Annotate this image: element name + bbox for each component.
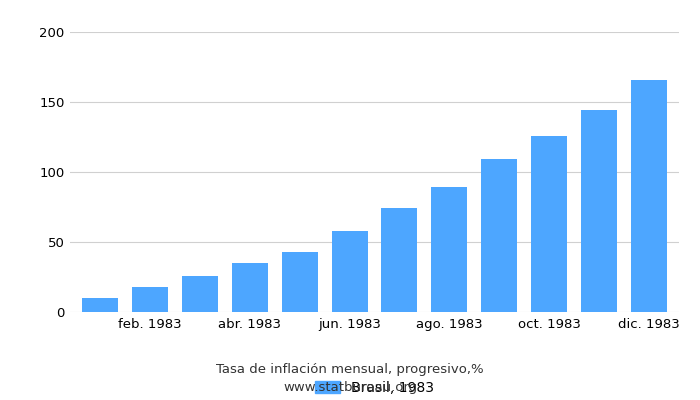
Bar <box>531 136 567 312</box>
Bar <box>482 159 517 312</box>
Bar <box>631 80 667 312</box>
Bar <box>182 276 218 312</box>
Bar <box>332 231 368 312</box>
Bar <box>232 263 267 312</box>
Text: www.statbureau.org: www.statbureau.org <box>283 382 417 394</box>
Text: Tasa de inflación mensual, progresivo,%: Tasa de inflación mensual, progresivo,% <box>216 364 484 376</box>
Bar <box>132 287 168 312</box>
Bar <box>281 252 318 312</box>
Bar <box>382 208 417 312</box>
Bar <box>82 298 118 312</box>
Bar <box>431 187 468 312</box>
Bar <box>581 110 617 312</box>
Legend: Brasil, 1983: Brasil, 1983 <box>315 380 434 394</box>
